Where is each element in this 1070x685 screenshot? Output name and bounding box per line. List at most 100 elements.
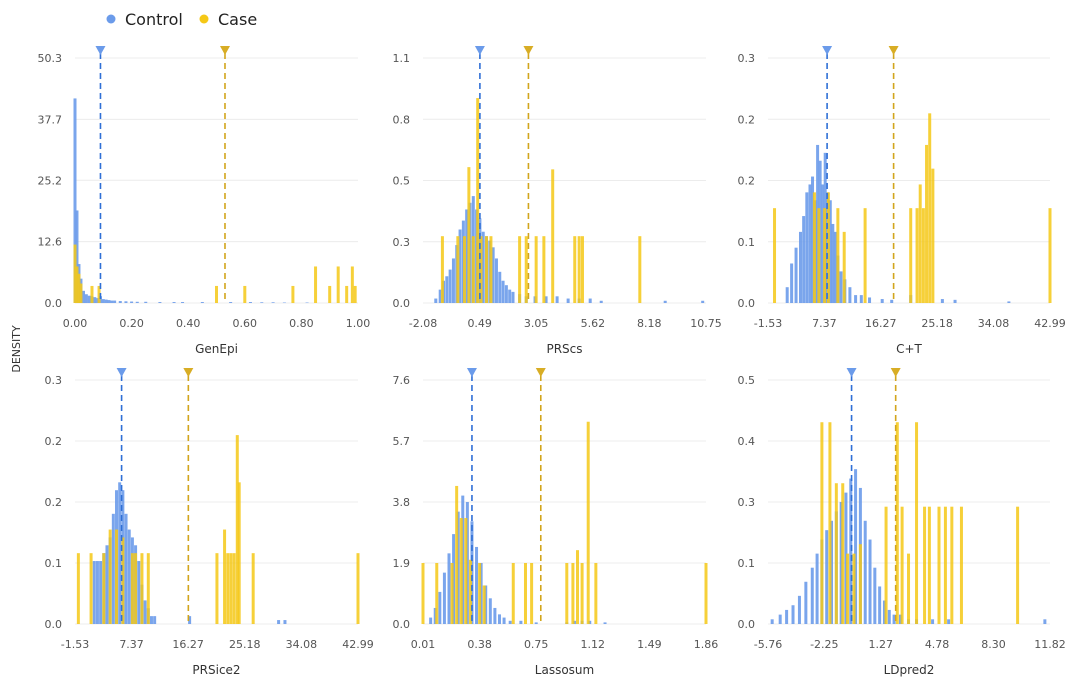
y-tick-label: 0.2 — [45, 435, 63, 448]
control-bar — [599, 300, 603, 303]
control-bar — [588, 298, 592, 303]
y-tick-label: 0.1 — [738, 236, 756, 249]
control-bar — [791, 605, 795, 624]
control-bar — [143, 600, 147, 624]
case-bar — [586, 421, 590, 624]
panels: 0.0 12.6 25.2 37.7 50.3 0.00 0.20 0.40 0.60 0.80 1… — [38, 46, 1066, 677]
case-bar — [817, 208, 821, 303]
case-bar — [580, 236, 584, 303]
control-bar — [828, 200, 832, 303]
x-tick-label: 8.30 — [981, 638, 1006, 651]
legend: Control Case — [106, 10, 257, 29]
control-bar — [101, 299, 105, 303]
case-bar — [235, 435, 239, 624]
control-bar — [511, 291, 515, 303]
case-bar — [1016, 506, 1020, 624]
control-bar — [188, 616, 192, 624]
case-bar — [456, 236, 460, 303]
control-bar — [504, 285, 508, 303]
control-bar — [873, 567, 877, 624]
case-bar — [455, 485, 459, 624]
case-bar — [226, 553, 230, 624]
control-bar — [75, 210, 79, 303]
x-tick-label: 25.18 — [229, 638, 261, 651]
control-bar — [484, 585, 488, 624]
control-bar — [110, 300, 114, 303]
control-bar — [778, 614, 782, 624]
y-tick-label: 0.4 — [738, 435, 756, 448]
case-bar — [820, 422, 824, 624]
x-tick-label: 0.75 — [524, 638, 549, 651]
control-bar — [260, 302, 264, 303]
control-bar — [544, 296, 548, 303]
case-bar — [858, 544, 862, 624]
x-tick-label: 10.75 — [690, 317, 722, 330]
case-bar — [842, 231, 846, 303]
control-bar — [815, 553, 819, 624]
control-bar — [181, 302, 185, 303]
case-bar — [895, 422, 899, 624]
control-bar — [844, 492, 848, 624]
x-tick-label: -2.08 — [409, 317, 437, 330]
x-tick-label: 0.20 — [119, 317, 144, 330]
case-bar — [79, 283, 83, 303]
case-bar — [471, 236, 475, 303]
x-axis-label: Lassosum — [535, 663, 594, 677]
control-bar — [868, 539, 872, 624]
control-bar — [508, 620, 512, 624]
y-tick-label: 3.8 — [393, 496, 411, 509]
case-bar — [534, 236, 538, 303]
case-bar — [468, 559, 472, 624]
case-bar — [863, 208, 867, 303]
case-bar — [229, 553, 233, 624]
control-bar — [491, 247, 495, 303]
y-tick-label: 50.3 — [38, 52, 63, 65]
case-bar — [928, 113, 932, 304]
case-bar — [812, 192, 816, 303]
control-bar — [863, 520, 867, 624]
case-bar — [524, 236, 528, 303]
control-mean-marker — [846, 368, 857, 377]
control-bar — [475, 546, 479, 624]
case-bar — [489, 236, 493, 303]
control-bar — [854, 469, 858, 624]
y-tick-label: 0.2 — [738, 113, 756, 126]
case-bar — [638, 236, 642, 303]
control-mean-marker — [466, 368, 477, 377]
panel-c-t: 0.0 0.1 0.2 0.2 0.3 -1.53 7.37 16.27 25.18 34.08 4… — [738, 46, 1066, 356]
case-bar — [97, 285, 101, 303]
y-tick-label: 0.1 — [45, 557, 63, 570]
control-bar — [456, 511, 460, 624]
control-mean-marker — [822, 46, 833, 55]
legend-case-label: Case — [218, 10, 257, 29]
case-bar — [828, 422, 832, 624]
control-bar — [854, 295, 858, 303]
x-tick-label: 0.38 — [467, 638, 492, 651]
case-bar — [852, 553, 856, 624]
case-bar — [146, 553, 150, 624]
x-tick-label: -5.76 — [754, 638, 782, 651]
x-tick-label: 16.27 — [865, 317, 897, 330]
control-bar — [470, 521, 474, 624]
control-bar — [93, 297, 97, 303]
case-bar — [232, 553, 236, 624]
y-tick-label: 0.3 — [393, 236, 411, 249]
case-bar — [462, 236, 466, 303]
y-tick-label: 0.5 — [738, 374, 756, 387]
case-bar — [478, 563, 482, 624]
case-bar — [237, 482, 241, 624]
control-bar — [458, 229, 462, 303]
y-tick-label: 0.0 — [393, 297, 411, 310]
case-bar — [130, 553, 134, 624]
x-axis-label: LDpred2 — [884, 663, 935, 677]
case-bar — [523, 563, 527, 624]
control-bar — [84, 294, 88, 303]
control-mean-marker — [95, 46, 106, 55]
case-mean-marker — [535, 368, 546, 377]
case-bar — [518, 236, 522, 303]
case-bar — [950, 506, 954, 624]
case-bar — [356, 553, 360, 624]
case-bar — [884, 506, 888, 624]
case-bar — [943, 506, 947, 624]
